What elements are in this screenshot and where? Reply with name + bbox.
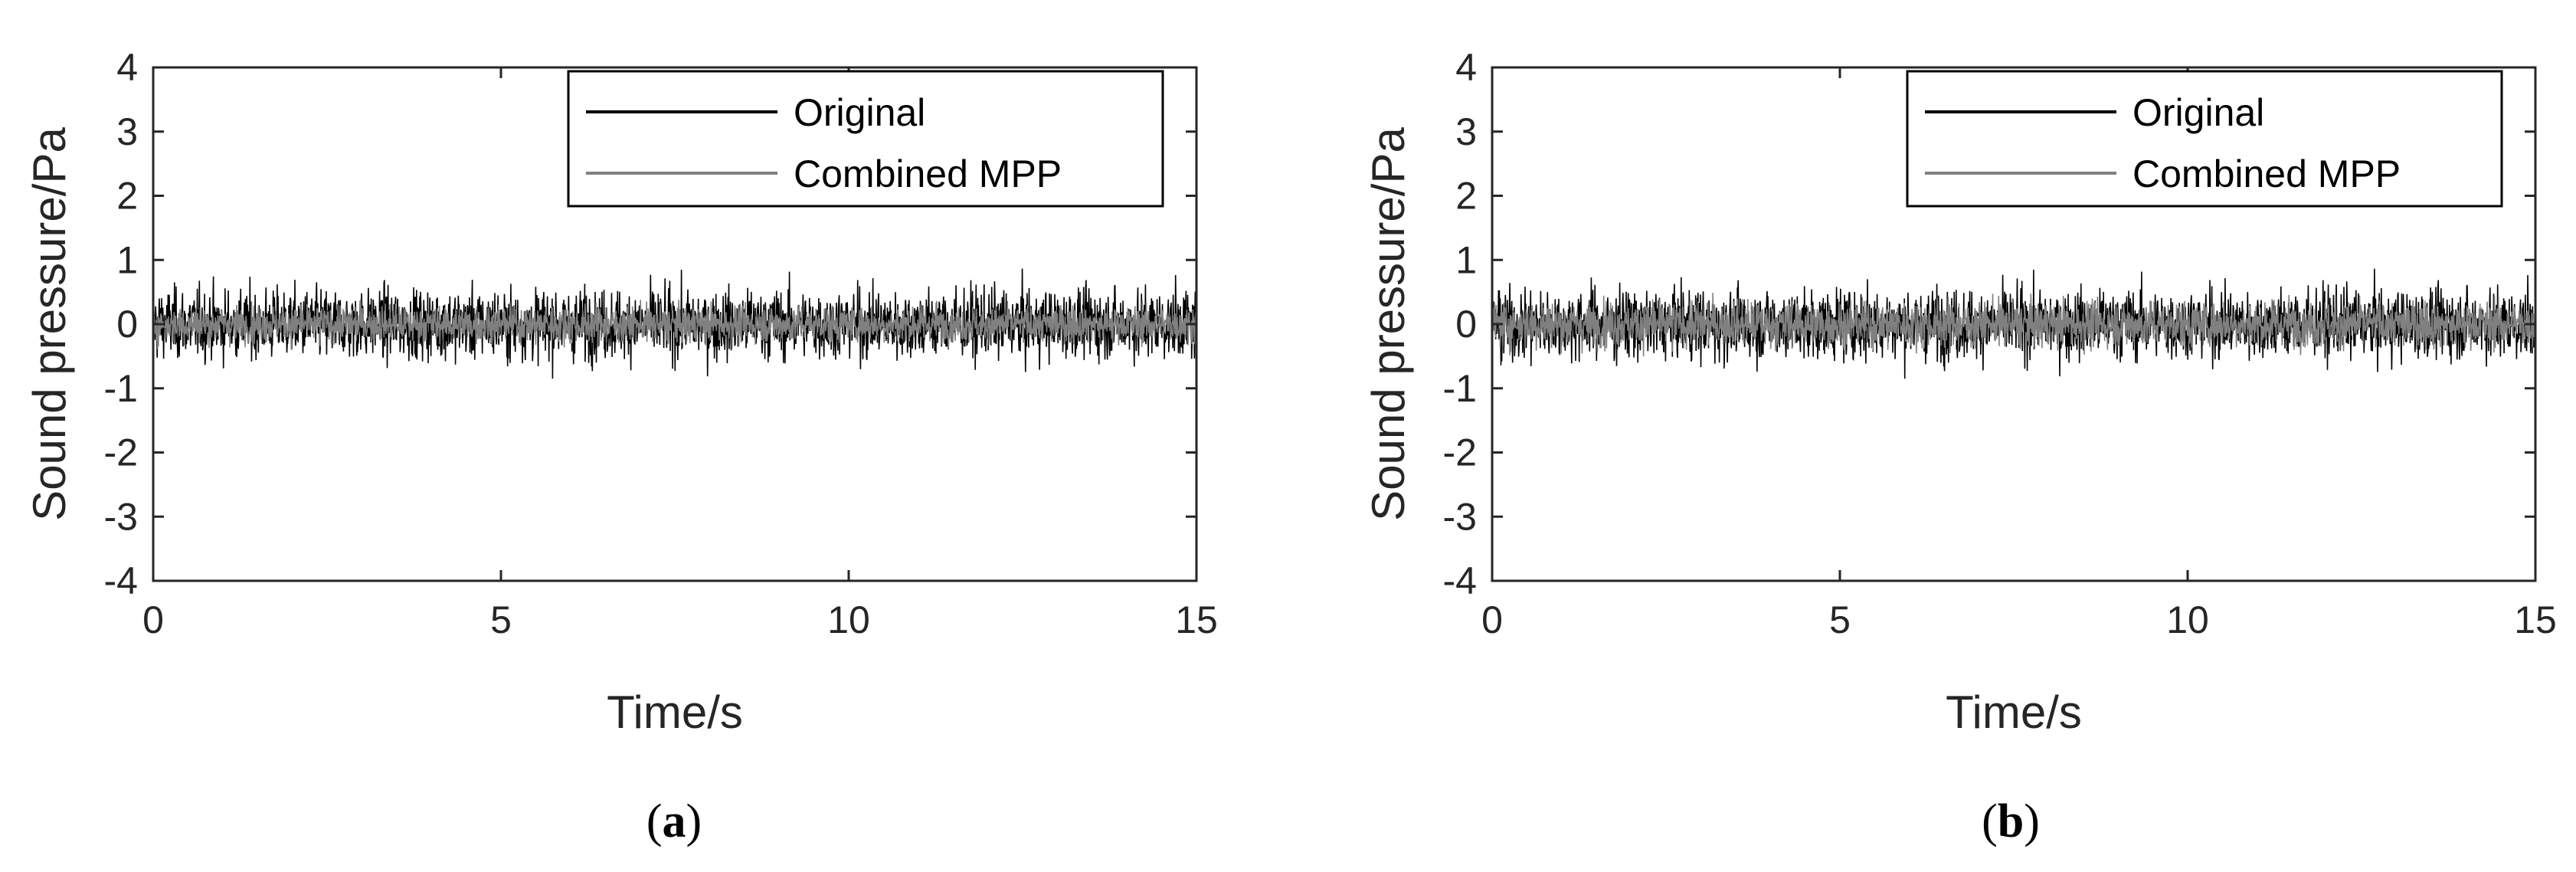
legend-label-combined-mpp: Combined MPP: [794, 152, 1062, 195]
y-tick: 4: [116, 46, 1196, 89]
series-line-combined-mpp: [1491, 293, 2536, 357]
y-tick-label: 3: [116, 110, 138, 153]
legend-box: [1906, 70, 2503, 208]
x-tick: 15: [2514, 598, 2557, 641]
y-axis: 4 3 2 1 0 -1 -: [104, 46, 1196, 602]
y-tick-label: -1: [104, 367, 138, 410]
x-axis: 0 5 10 15: [1481, 67, 2557, 641]
x-tick: 5: [1829, 67, 1851, 641]
legend-entry-original: Original: [1925, 91, 2264, 134]
x-tick-label: 15: [2514, 598, 2557, 641]
series-combined-mpp: [1491, 293, 2536, 357]
caption-b-label: b: [1998, 795, 2024, 847]
y-axis-label: Sound pressure/Pa: [24, 127, 75, 521]
y-tick: 3: [116, 110, 1196, 153]
y-tick-label: 2: [116, 175, 138, 218]
x-axis: 0 5 10 15: [142, 67, 1218, 641]
y-tick-label: 0: [116, 303, 138, 346]
series-line-combined-mpp: [152, 299, 1197, 350]
y-tick: 2: [116, 175, 1196, 218]
legend-box: [567, 70, 1164, 208]
series-combined-mpp: [152, 299, 1197, 350]
y-tick: -3: [1443, 495, 2535, 538]
y-tick-label: -2: [104, 431, 138, 474]
legend-entry-combined-mpp: Combined MPP: [1925, 152, 2401, 195]
y-tick: -4: [1443, 559, 1477, 602]
chart-panel-a: 4 3 2 1 0 -1 -: [24, 46, 1218, 738]
chart-panel-b: 4 3 2 1 0 -1 -: [1363, 46, 2557, 738]
y-tick: 3: [1455, 110, 2535, 153]
y-tick-label: -3: [1443, 495, 1477, 538]
caption-a: (a): [646, 795, 702, 847]
y-tick: -1: [1443, 367, 2535, 410]
y-tick-label: 4: [116, 46, 138, 89]
x-tick-label: 10: [2166, 598, 2209, 641]
x-tick: 0: [1481, 598, 1503, 641]
y-tick-label: -4: [1443, 559, 1477, 602]
x-tick: 15: [1175, 598, 1218, 641]
y-axis: 4 3 2 1 0 -1 -: [1443, 46, 2535, 602]
y-tick-label: 3: [1455, 110, 1477, 153]
y-tick: 0: [116, 303, 1196, 346]
x-tick-label: 0: [142, 598, 164, 641]
y-tick-label: 0: [1455, 303, 1477, 346]
legend-label-combined-mpp: Combined MPP: [2132, 152, 2401, 195]
legend: Original Combined MPP: [567, 70, 1164, 208]
x-axis-label: Time/s: [1946, 687, 2082, 738]
x-tick: 5: [490, 67, 512, 641]
y-tick-label: -1: [1443, 367, 1477, 410]
y-tick: -3: [104, 495, 1196, 538]
legend-label-original: Original: [794, 91, 925, 134]
y-tick-label: -4: [104, 559, 138, 602]
legend-entry-combined-mpp: Combined MPP: [586, 152, 1062, 195]
y-tick: -1: [104, 367, 1196, 410]
y-tick: 1: [1455, 238, 2535, 281]
x-tick: 0: [142, 598, 164, 641]
y-tick-label: -3: [104, 495, 138, 538]
legend: Original Combined MPP: [1906, 70, 2503, 208]
y-tick: 1: [116, 238, 1196, 281]
legend-label-original: Original: [2132, 91, 2264, 134]
x-tick-label: 10: [827, 598, 870, 641]
y-tick: -2: [1443, 431, 2535, 474]
caption-a-label: a: [663, 795, 686, 847]
x-tick: 10: [827, 67, 870, 641]
y-tick: 0: [1455, 303, 2535, 346]
x-tick-label: 0: [1481, 598, 1503, 641]
x-tick-label: 5: [1829, 598, 1851, 641]
y-tick-label: 2: [1455, 175, 1477, 218]
y-tick-label: 4: [1455, 46, 1477, 89]
y-tick: -2: [104, 431, 1196, 474]
y-tick: 4: [1455, 46, 2535, 89]
y-tick-label: -2: [1443, 431, 1477, 474]
x-tick-label: 15: [1175, 598, 1218, 641]
x-axis-label: Time/s: [607, 687, 743, 738]
caption-b: (b): [1982, 795, 2040, 847]
x-tick: 10: [2166, 67, 2209, 641]
y-tick: -4: [104, 559, 138, 602]
x-tick-label: 5: [490, 598, 512, 641]
legend-entry-original: Original: [586, 91, 925, 134]
y-axis-label: Sound pressure/Pa: [1363, 127, 1414, 521]
y-tick-label: 1: [1455, 238, 1477, 281]
y-tick-label: 1: [116, 238, 138, 281]
y-tick: 2: [1455, 175, 2535, 218]
